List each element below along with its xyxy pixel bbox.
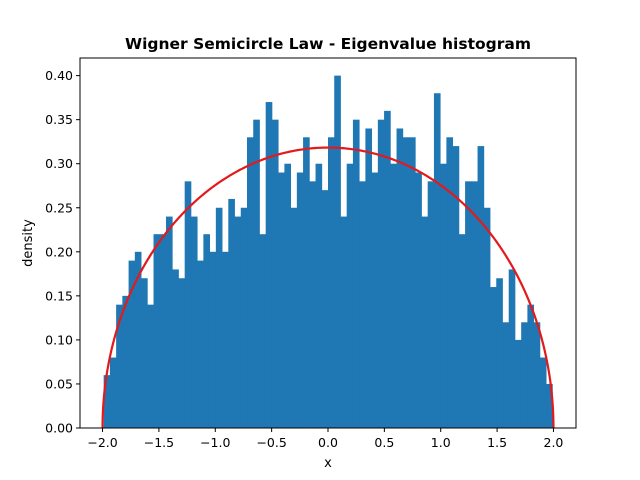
histogram-bar xyxy=(359,181,366,428)
x-tick-label: 0.5 xyxy=(374,435,394,450)
histogram-bar xyxy=(184,181,192,428)
x-tick-label: 1.0 xyxy=(431,435,451,450)
x-tick-label: 0.0 xyxy=(318,435,338,450)
histogram-bar xyxy=(209,251,217,428)
histogram-bar xyxy=(116,304,123,428)
histogram-bar xyxy=(377,119,385,429)
x-tick-label: −1.0 xyxy=(200,435,230,450)
histogram-bar xyxy=(253,119,260,429)
histogram-bar xyxy=(458,234,466,428)
y-tick-label: 0.35 xyxy=(45,112,73,127)
histogram-bar xyxy=(165,216,173,428)
histogram-bar xyxy=(490,287,497,428)
histogram-bar xyxy=(197,260,204,428)
x-tick-label: 2.0 xyxy=(544,435,564,450)
histogram-bar xyxy=(477,146,485,428)
histogram-bar xyxy=(315,163,323,428)
histogram-bar xyxy=(452,146,460,428)
y-axis-label: density xyxy=(21,219,36,267)
histogram-bar xyxy=(390,163,397,428)
histogram-bar xyxy=(471,181,478,428)
histogram-bar xyxy=(465,181,472,428)
x-axis-label: x xyxy=(324,456,332,471)
histogram-bar xyxy=(321,190,329,428)
histogram-bar xyxy=(190,216,198,428)
semicircle-curve xyxy=(101,146,555,428)
y-tick-label: 0.40 xyxy=(45,68,73,83)
histogram-bar xyxy=(122,295,129,428)
histogram-bar xyxy=(521,322,528,428)
histogram-bar xyxy=(446,137,454,429)
y-tick-label: 0.00 xyxy=(45,421,73,436)
histogram-bar xyxy=(172,269,179,428)
histogram-bar xyxy=(109,357,117,428)
histogram-bar xyxy=(271,119,279,429)
histogram-bar xyxy=(483,207,491,428)
histogram-bar xyxy=(427,181,435,428)
histogram-bar xyxy=(284,163,292,428)
histogram-bar xyxy=(147,304,154,428)
histogram-bar xyxy=(334,75,341,428)
y-tick-label: 0.10 xyxy=(45,332,73,347)
y-tick-label: 0.20 xyxy=(45,244,73,259)
histogram-bar xyxy=(384,110,391,428)
x-tick-label: −1.5 xyxy=(144,435,174,450)
histogram-bar xyxy=(309,181,316,428)
histogram-bar xyxy=(421,216,429,428)
histogram-bar xyxy=(234,216,242,428)
histogram-bar xyxy=(296,172,304,428)
histogram-bar xyxy=(402,137,410,429)
histogram-bar xyxy=(340,216,348,428)
histogram-bar xyxy=(502,322,510,428)
histogram-bar xyxy=(246,137,254,429)
histogram-bar xyxy=(228,198,235,428)
histogram-bar xyxy=(278,172,285,428)
histogram-bar xyxy=(303,137,310,429)
histogram-bar xyxy=(539,357,547,428)
histogram-bar xyxy=(514,339,522,428)
histogram-bar xyxy=(128,260,136,428)
y-axis-ticks: 0.00 0.05 0.10 0.15 0.20 0.25 0.30 0.35 0.40 xyxy=(45,68,80,436)
histogram-bar xyxy=(496,278,503,428)
histogram-bar xyxy=(222,251,229,428)
histogram-bar xyxy=(508,269,516,428)
histogram-bar xyxy=(203,234,211,428)
histogram-bar xyxy=(159,234,167,428)
histogram-bar xyxy=(153,234,161,428)
histogram-bar xyxy=(290,207,298,428)
histogram-bar xyxy=(346,163,354,428)
histogram-bar xyxy=(141,278,148,428)
x-tick-label: 1.5 xyxy=(487,435,507,450)
histogram-bar xyxy=(259,234,267,428)
histogram-bar xyxy=(415,172,422,428)
histogram-bar xyxy=(134,251,142,428)
histogram-bar xyxy=(103,375,111,428)
histogram-bar xyxy=(440,163,447,428)
y-tick-label: 0.15 xyxy=(45,288,73,303)
histogram-bar xyxy=(533,322,541,428)
chart-title: Wigner Semicircle Law - Eigenvalue histo… xyxy=(125,35,531,53)
histogram-bar xyxy=(371,172,379,428)
x-tick-label: −0.5 xyxy=(256,435,286,450)
x-axis-ticks: −2.0 −1.5 −1.0 −0.5 0.0 0.5 1.0 1.5 2.0 xyxy=(87,428,563,450)
histogram-bar xyxy=(433,93,441,428)
histogram-bar xyxy=(178,278,186,428)
histogram-bar xyxy=(240,207,248,428)
histogram-bar xyxy=(396,128,404,428)
x-tick-label: −2.0 xyxy=(87,435,117,450)
histogram-bars xyxy=(103,75,553,429)
histogram-bar xyxy=(352,119,360,429)
histogram-bar xyxy=(546,383,553,428)
histogram-bar xyxy=(265,102,273,429)
y-tick-label: 0.25 xyxy=(45,200,73,215)
y-tick-label: 0.30 xyxy=(45,156,73,171)
histogram-bar xyxy=(527,304,535,428)
histogram-bar xyxy=(409,137,416,429)
y-tick-label: 0.05 xyxy=(45,376,73,391)
histogram-bar xyxy=(365,128,373,428)
histogram-bar xyxy=(215,207,223,428)
histogram-bar xyxy=(328,137,335,429)
